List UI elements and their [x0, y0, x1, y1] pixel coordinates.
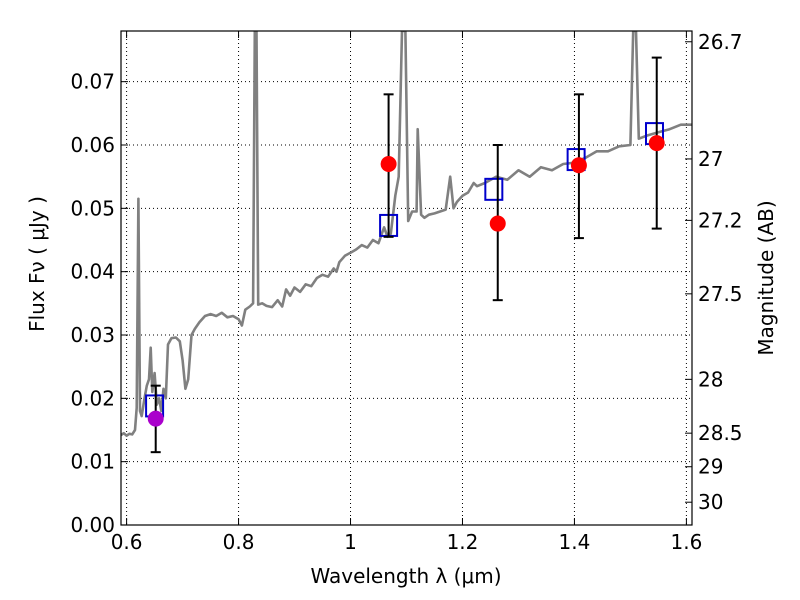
x-tick-label: 1.6	[670, 530, 702, 554]
y-tick-label: 0.06	[70, 133, 115, 157]
right-tick-label: 27.5	[698, 282, 743, 306]
y-tick-label: 0.00	[70, 513, 115, 537]
right-tick-label: 28.5	[698, 421, 743, 445]
right-tick-label: 28	[698, 367, 723, 391]
x-tick-label: 1.4	[559, 530, 591, 554]
y-tick-label: 0.05	[70, 196, 115, 220]
observed-flux-point	[380, 156, 397, 172]
right-tick-label: 30	[698, 490, 723, 514]
right-tick-label: 26.7	[698, 30, 743, 54]
x-tick-label: 0.8	[223, 530, 255, 554]
axis-ticks: 0.6 0.8 1 1.2 1.4 1.6 0.00 0.01 0.02 0.03 0.04 0.05…	[70, 30, 742, 554]
x-axis-title: Wavelength λ (μm)	[310, 564, 501, 588]
right-axis-title: Magnitude (AB)	[754, 200, 778, 355]
right-tick-label: 27	[698, 147, 723, 171]
observed-flux-point	[147, 410, 164, 427]
right-tick-label: 27.2	[698, 208, 743, 232]
y-tick-label: 0.02	[70, 386, 115, 410]
x-tick-label: 1	[344, 530, 357, 554]
plot-frame	[120, 30, 693, 526]
y-tick-label: 0.04	[70, 260, 115, 284]
y-axis-title: Flux Fν ( μJy )	[25, 196, 49, 332]
y-tick-label: 0.01	[70, 450, 115, 474]
y-tick-label: 0.07	[70, 70, 115, 94]
observed-flux-point	[648, 135, 665, 152]
x-tick-label: 1.2	[447, 530, 479, 554]
plot-area	[121, 31, 692, 454]
y-tick-label: 0.03	[70, 323, 115, 347]
right-tick-label: 29	[698, 455, 723, 479]
x-tick-label: 0.6	[111, 530, 143, 554]
observed-flux-point	[570, 157, 587, 174]
observed-flux-point	[489, 215, 506, 232]
model-square-point	[484, 177, 504, 201]
spectrum-line	[121, 31, 692, 438]
